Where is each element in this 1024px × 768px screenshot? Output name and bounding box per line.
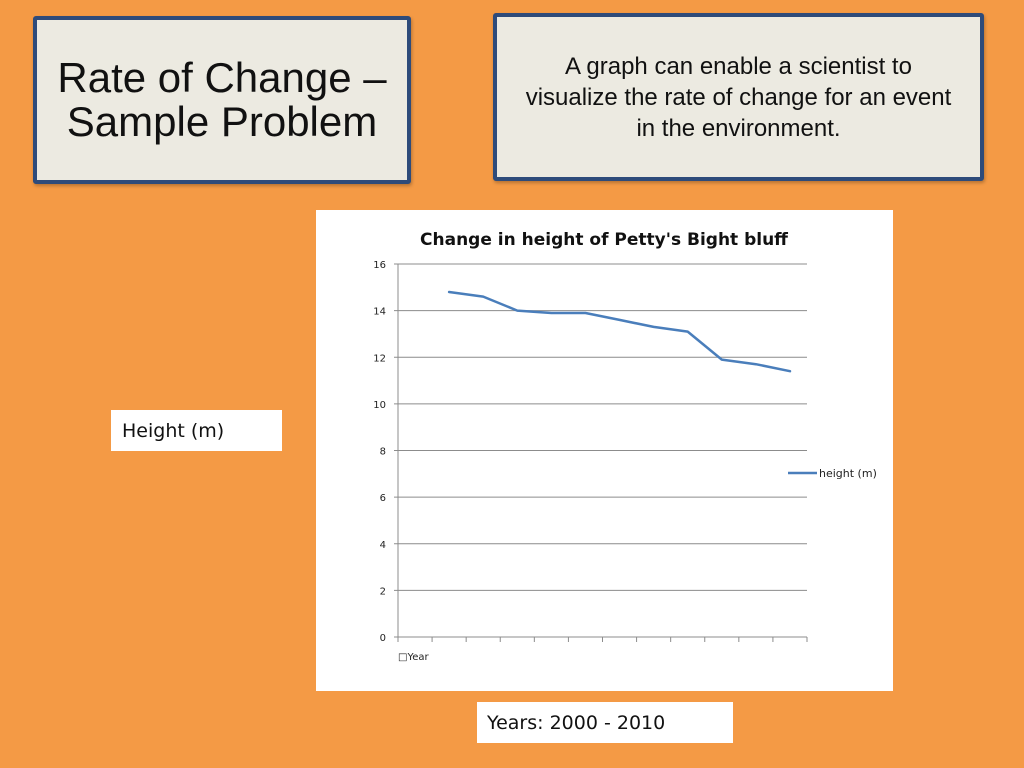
slide-description: A graph can enable a scientist to visual… xyxy=(525,52,952,142)
legend: height (m) xyxy=(788,467,877,480)
x-axis-label: □Year xyxy=(398,652,430,663)
series-layer xyxy=(447,290,792,373)
y-tick-label: 8 xyxy=(380,447,386,458)
y-tick-label: 12 xyxy=(373,353,386,364)
chart-title: Change in height of Petty's Bight bluff xyxy=(420,230,788,250)
y-tick-label: 2 xyxy=(380,586,386,597)
years-label: Years: 2000 - 2010 xyxy=(487,711,666,734)
y-tick-label: 0 xyxy=(380,633,386,644)
height-label: Height (m) xyxy=(122,419,225,442)
slide-title: Rate of Change – Sample Problem xyxy=(57,54,387,145)
chart-panel: Change in height of Petty's Bight bluff … xyxy=(316,210,893,691)
y-tick-label: 6 xyxy=(380,493,386,504)
axes xyxy=(394,263,808,642)
legend-label: height (m) xyxy=(819,467,877,480)
height-label-box: Height (m) xyxy=(111,410,282,451)
series-line-height xyxy=(447,290,792,373)
y-tick-label: 4 xyxy=(380,540,386,551)
y-tick-label: 14 xyxy=(373,307,386,318)
y-tick-labels: 0 2 4 6 8 10 12 14 16 xyxy=(373,260,386,644)
years-label-box: Years: 2000 - 2010 xyxy=(477,702,733,743)
line-chart: Change in height of Petty's Bight bluff … xyxy=(373,230,877,663)
title-box: Rate of Change – Sample Problem xyxy=(33,16,411,184)
y-tick-label: 16 xyxy=(373,260,386,271)
grid-lines xyxy=(398,263,807,591)
description-box: A graph can enable a scientist to visual… xyxy=(493,13,984,181)
y-tick-label: 10 xyxy=(373,400,386,411)
